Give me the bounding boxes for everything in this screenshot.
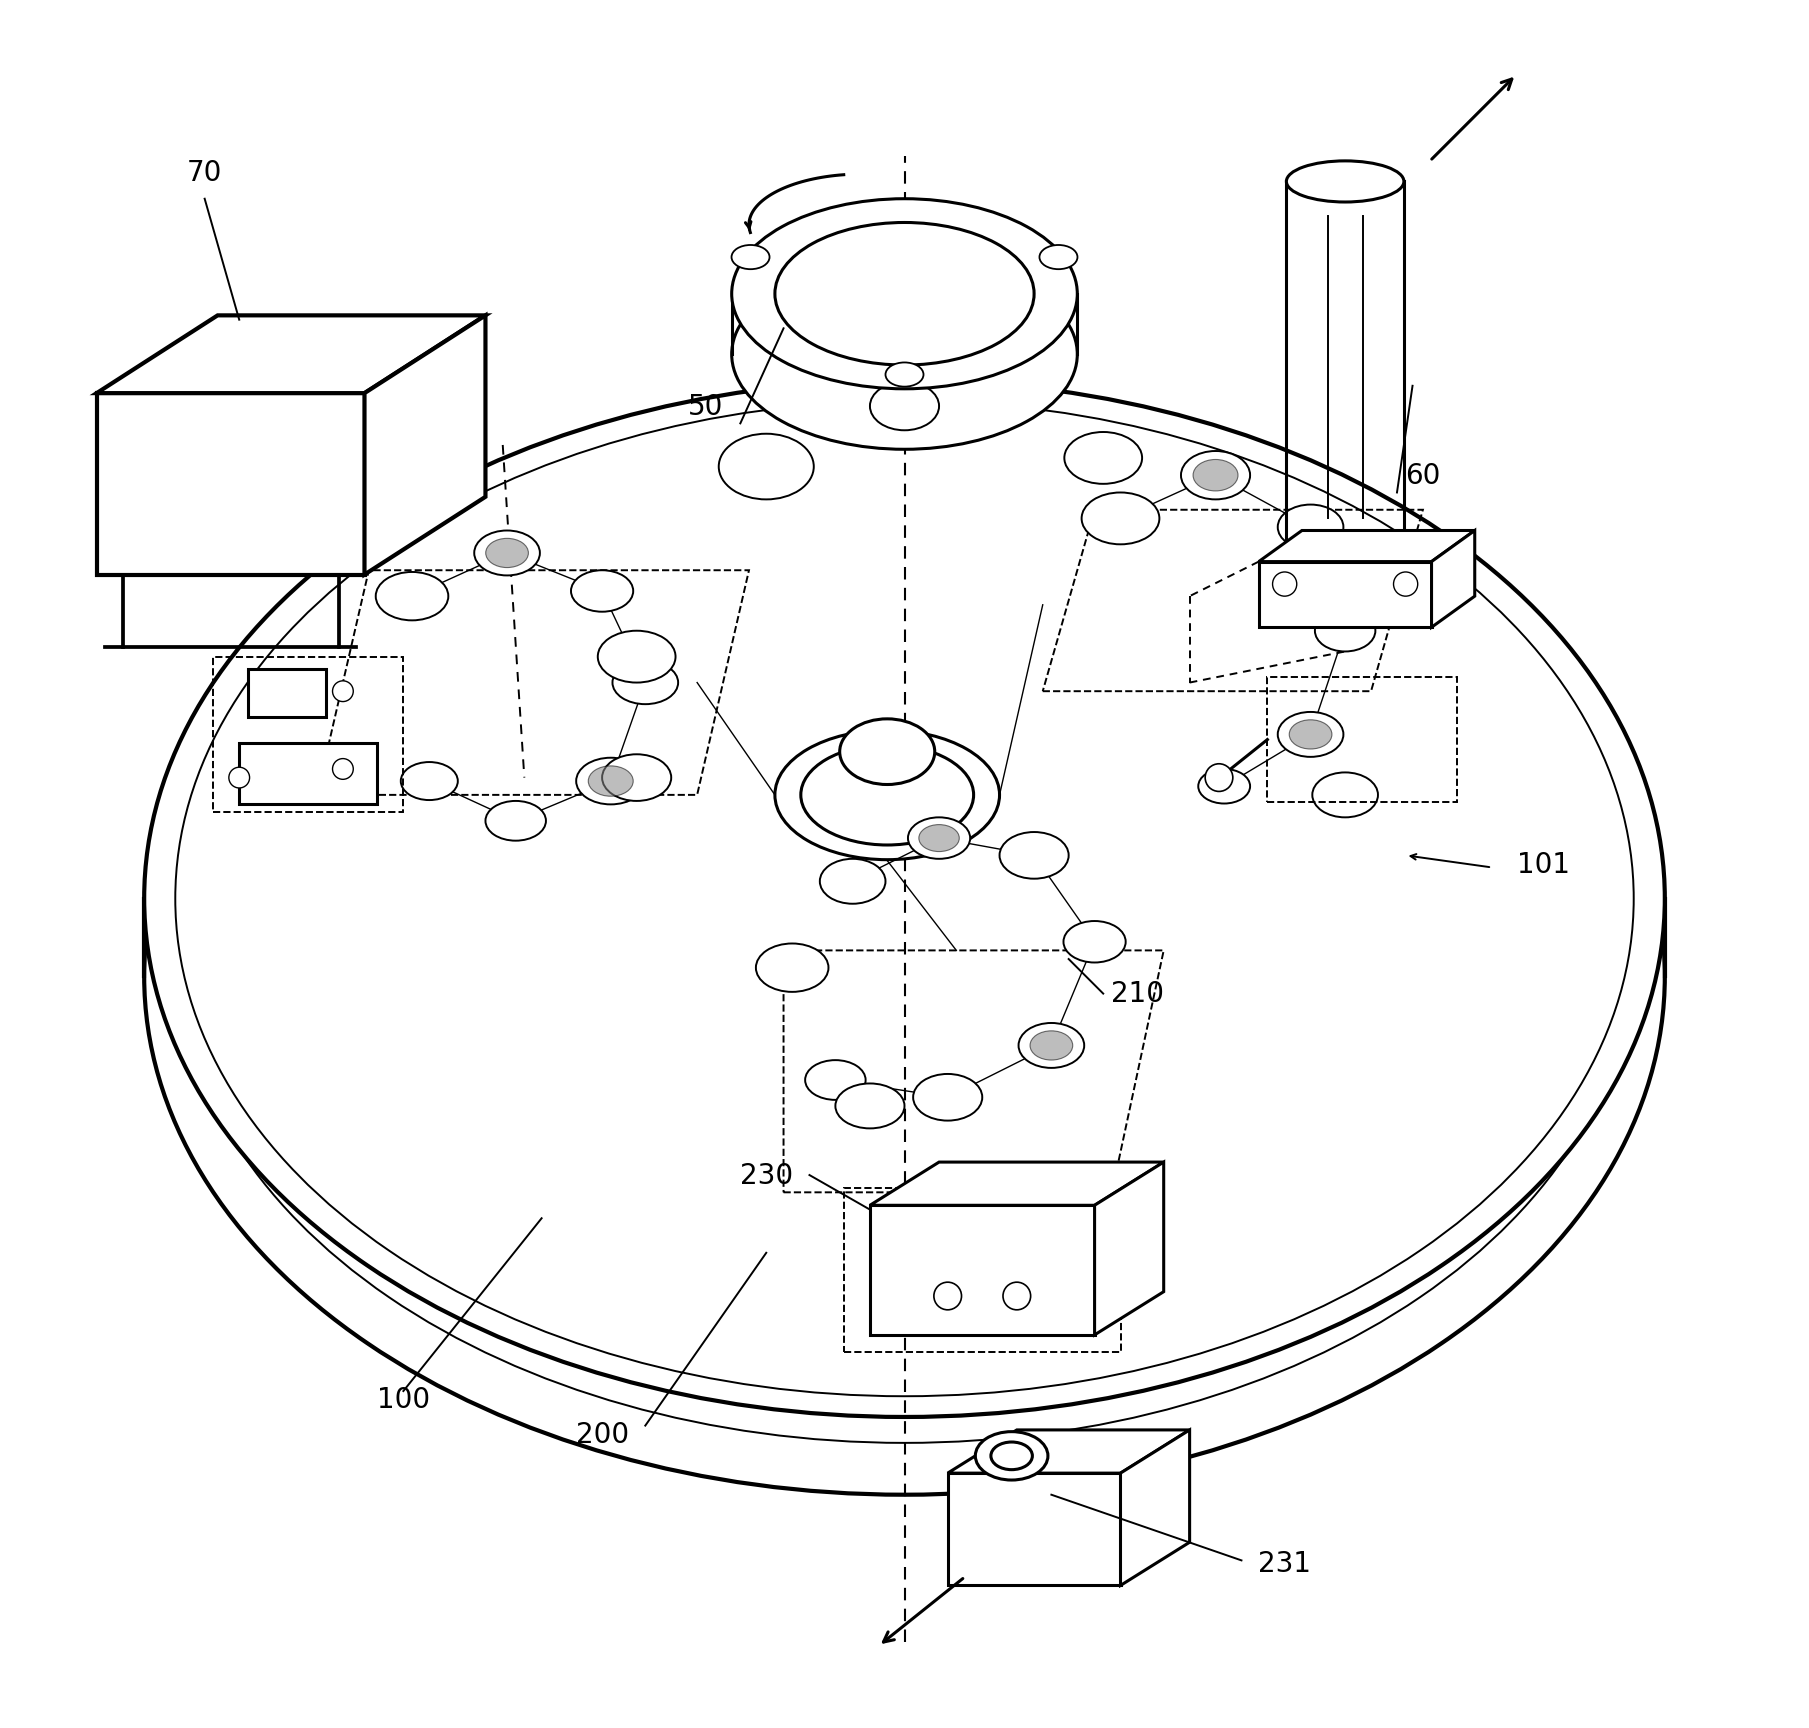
Polygon shape bbox=[1259, 562, 1431, 627]
Circle shape bbox=[1002, 1282, 1031, 1310]
Ellipse shape bbox=[1286, 161, 1404, 202]
Polygon shape bbox=[1431, 530, 1474, 627]
Text: 70: 70 bbox=[186, 159, 223, 187]
Ellipse shape bbox=[1029, 1032, 1073, 1059]
Ellipse shape bbox=[1018, 1023, 1084, 1068]
Ellipse shape bbox=[731, 259, 1078, 449]
Circle shape bbox=[230, 767, 250, 788]
Polygon shape bbox=[248, 669, 326, 717]
Ellipse shape bbox=[1312, 772, 1378, 817]
Ellipse shape bbox=[718, 434, 814, 499]
Ellipse shape bbox=[145, 380, 1664, 1417]
Ellipse shape bbox=[175, 448, 1634, 1443]
Ellipse shape bbox=[774, 729, 1000, 859]
Ellipse shape bbox=[801, 745, 973, 845]
Polygon shape bbox=[1120, 1431, 1190, 1586]
Text: 100: 100 bbox=[376, 1386, 431, 1414]
Polygon shape bbox=[1094, 1161, 1163, 1334]
Ellipse shape bbox=[577, 757, 646, 805]
Polygon shape bbox=[364, 314, 485, 574]
Ellipse shape bbox=[975, 1431, 1047, 1479]
Ellipse shape bbox=[839, 719, 935, 785]
Circle shape bbox=[933, 1282, 962, 1310]
Ellipse shape bbox=[474, 530, 539, 575]
Circle shape bbox=[333, 759, 353, 779]
Ellipse shape bbox=[914, 1073, 982, 1120]
Ellipse shape bbox=[836, 1083, 904, 1128]
Text: 60: 60 bbox=[1406, 461, 1440, 489]
Polygon shape bbox=[96, 394, 364, 574]
Ellipse shape bbox=[402, 762, 458, 800]
Ellipse shape bbox=[885, 363, 924, 387]
Polygon shape bbox=[239, 743, 378, 804]
Ellipse shape bbox=[1000, 833, 1069, 878]
Circle shape bbox=[1393, 572, 1418, 596]
Polygon shape bbox=[1259, 530, 1474, 562]
Polygon shape bbox=[870, 1161, 1163, 1206]
Ellipse shape bbox=[731, 199, 1078, 389]
Polygon shape bbox=[96, 314, 485, 394]
Text: 210: 210 bbox=[1111, 980, 1165, 1007]
Circle shape bbox=[1272, 572, 1297, 596]
Ellipse shape bbox=[376, 572, 449, 620]
Ellipse shape bbox=[1277, 505, 1344, 550]
Ellipse shape bbox=[613, 662, 678, 705]
Ellipse shape bbox=[1064, 921, 1125, 962]
Ellipse shape bbox=[1277, 712, 1344, 757]
Ellipse shape bbox=[991, 1441, 1033, 1469]
Ellipse shape bbox=[1290, 721, 1331, 748]
Ellipse shape bbox=[487, 539, 528, 567]
Ellipse shape bbox=[145, 458, 1664, 1495]
Circle shape bbox=[333, 681, 353, 702]
Text: 230: 230 bbox=[740, 1161, 792, 1189]
Ellipse shape bbox=[1194, 460, 1237, 491]
Text: 200: 200 bbox=[575, 1420, 630, 1448]
Ellipse shape bbox=[919, 824, 959, 852]
Ellipse shape bbox=[485, 802, 546, 842]
Ellipse shape bbox=[870, 382, 939, 430]
Circle shape bbox=[1205, 764, 1232, 791]
Ellipse shape bbox=[602, 753, 671, 800]
Ellipse shape bbox=[819, 859, 885, 904]
Ellipse shape bbox=[731, 245, 769, 270]
Ellipse shape bbox=[1040, 245, 1078, 270]
Polygon shape bbox=[948, 1431, 1190, 1472]
Ellipse shape bbox=[588, 766, 633, 797]
Ellipse shape bbox=[774, 223, 1035, 365]
Ellipse shape bbox=[805, 1061, 867, 1101]
Ellipse shape bbox=[756, 943, 829, 992]
Ellipse shape bbox=[1198, 769, 1250, 804]
Ellipse shape bbox=[175, 401, 1634, 1396]
Ellipse shape bbox=[572, 570, 633, 612]
Text: 101: 101 bbox=[1518, 850, 1570, 878]
Ellipse shape bbox=[908, 817, 970, 859]
Ellipse shape bbox=[1082, 492, 1160, 544]
Ellipse shape bbox=[597, 631, 675, 683]
Polygon shape bbox=[948, 1472, 1120, 1586]
Ellipse shape bbox=[1181, 451, 1250, 499]
Polygon shape bbox=[870, 1206, 1094, 1334]
Text: 50: 50 bbox=[687, 392, 724, 420]
Ellipse shape bbox=[1064, 432, 1141, 484]
Text: 231: 231 bbox=[1259, 1550, 1312, 1578]
Ellipse shape bbox=[1315, 610, 1375, 651]
